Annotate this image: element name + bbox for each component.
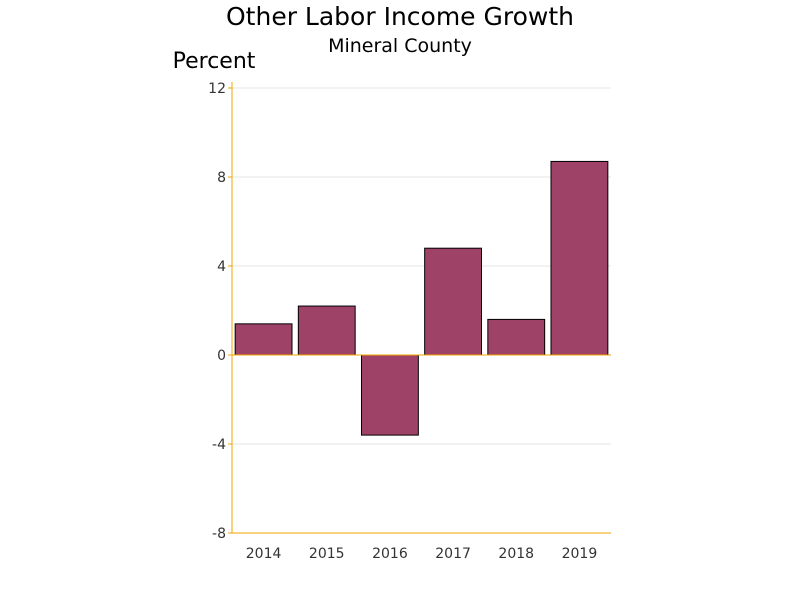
bar-2014: [234, 323, 293, 356]
bar-2018: [487, 318, 546, 356]
y-axis-label: Percent: [173, 49, 256, 74]
x-tick-label: 2018: [498, 546, 534, 562]
axes: [228, 82, 611, 534]
bar-2017: [424, 247, 483, 356]
y-tick-label: -4: [212, 437, 226, 453]
y-tick-label: 0: [217, 348, 226, 364]
chart-title: Other Labor Income Growth: [226, 2, 574, 31]
y-tick-label: 12: [208, 81, 226, 97]
y-tick-labels: -8 -4 0 4 8 12: [208, 81, 226, 542]
y-tick-label: 8: [217, 170, 226, 186]
y-tick-label: -8: [212, 526, 226, 542]
x-tick-label: 2016: [372, 546, 408, 562]
bar-2019: [550, 160, 609, 356]
chart-subtitle: Mineral County: [328, 35, 472, 57]
x-tick-label: 2019: [562, 546, 598, 562]
x-tick-labels: 2014 2015 2016 2017 2018 2019: [246, 546, 597, 562]
bar-2016: [360, 354, 419, 436]
x-tick-label: 2015: [309, 546, 345, 562]
x-tick-label: 2014: [246, 546, 282, 562]
x-tick-label: 2017: [435, 546, 471, 562]
bars: [234, 160, 609, 436]
bar-2015: [297, 305, 356, 356]
y-tick-label: 4: [217, 259, 226, 275]
